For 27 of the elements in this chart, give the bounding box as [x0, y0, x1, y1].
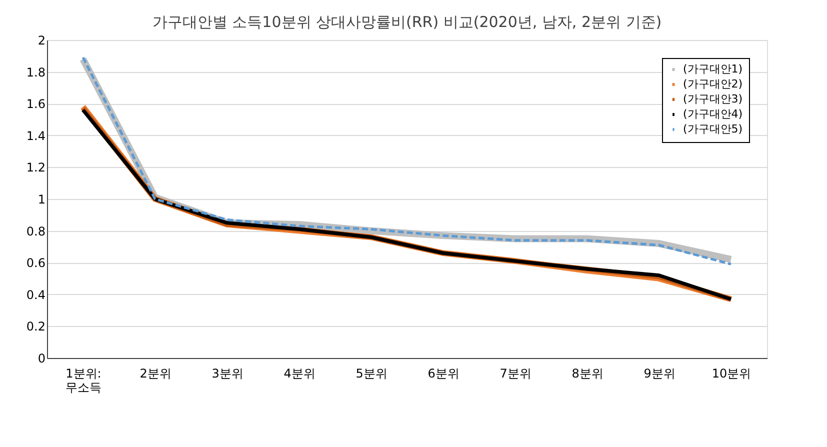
x-tick-label: 7분위: [500, 366, 532, 380]
chart-title: 가구대안별 소득10분위 상대사망률비(RR) 비교(2020년, 남자, 2분위 기준): [152, 13, 662, 31]
y-tick-label: 1.2: [26, 160, 46, 175]
legend-label: (가구대안3): [683, 92, 743, 106]
legend-label: (가구대안1): [683, 62, 743, 76]
y-tick-label: 0.8: [26, 224, 46, 238]
x-tick-label: 9분위: [644, 366, 676, 380]
x-tick-label: 6분위: [428, 366, 460, 380]
x-tick-label: 4분위: [284, 366, 316, 380]
x-tick-label: 10분위: [712, 366, 752, 380]
x-tick-label: 8분위: [572, 366, 604, 380]
legend-label: (가구대안4): [683, 108, 743, 120]
x-tick-label: 5분위: [356, 366, 388, 380]
y-tick-label: 1: [38, 192, 46, 206]
y-tick-label: 2: [38, 34, 46, 48]
y-tick-label: 0.6: [26, 256, 46, 270]
x-tick-label: 1분위: 무소득: [66, 366, 102, 394]
y-tick-label: 0.4: [26, 288, 46, 302]
y-tick-label: 0: [38, 352, 46, 366]
y-tick-label: 1.4: [26, 128, 46, 143]
legend-label: (가구대안2): [683, 78, 743, 90]
y-tick-label: 0.2: [26, 320, 46, 334]
x-tick-label: 2분위: [140, 366, 172, 380]
y-tick-label: 1.8: [26, 65, 46, 80]
x-tick-label: 3분위: [212, 366, 244, 380]
legend-label: (가구대안5): [683, 122, 743, 136]
y-tick-label: 1.6: [26, 97, 46, 112]
